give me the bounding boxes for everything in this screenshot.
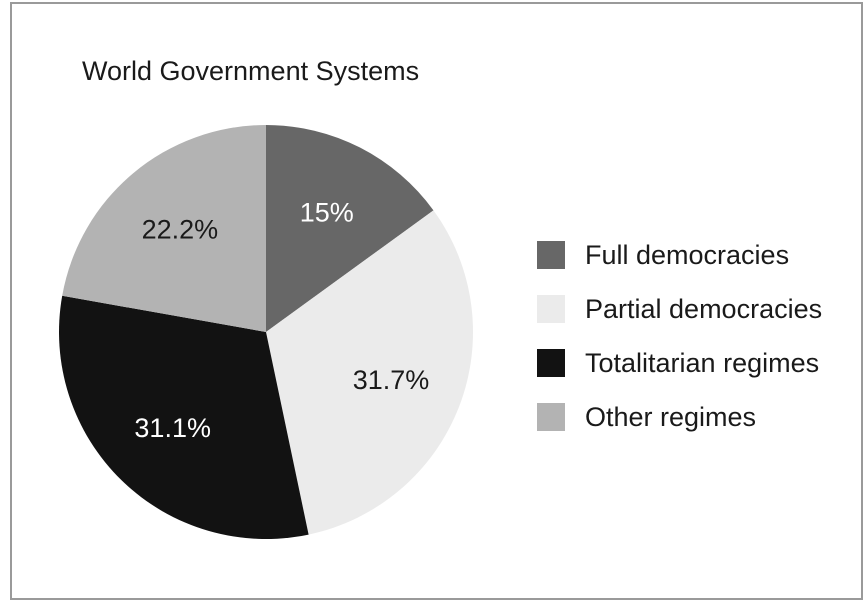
- pie-slice-full-democracies: [266, 125, 434, 332]
- legend-label: Other regimes: [585, 401, 757, 432]
- legend-swatch: [537, 349, 565, 377]
- legend-swatch: [537, 403, 565, 431]
- pie-slice-partial-democracies: [266, 210, 474, 535]
- legend-label: Full democracies: [585, 239, 790, 270]
- legend-item-partial-democracies: Partial democracies: [537, 282, 822, 336]
- slice-value-label: 22.2%: [142, 214, 219, 244]
- slice-value-label: 31.7%: [353, 365, 430, 395]
- legend-swatch: [537, 241, 565, 269]
- legend-item-other-regimes: Other regimes: [537, 390, 822, 444]
- pie-slice-other-regimes: [62, 125, 267, 332]
- chart-legend: Full democracies Partial democracies Tot…: [537, 228, 822, 444]
- pie-slice-totalitarian-regimes: [59, 295, 309, 540]
- chart-title: World Government Systems: [82, 56, 420, 86]
- legend-label: Partial democracies: [585, 293, 823, 324]
- legend-item-totalitarian-regimes: Totalitarian regimes: [537, 336, 822, 390]
- legend-item-full-democracies: Full democracies: [537, 228, 822, 282]
- legend-swatch: [537, 295, 565, 323]
- slice-value-label: 15%: [300, 198, 354, 228]
- legend-label: Totalitarian regimes: [585, 347, 820, 378]
- slice-value-label: 31.1%: [134, 413, 211, 443]
